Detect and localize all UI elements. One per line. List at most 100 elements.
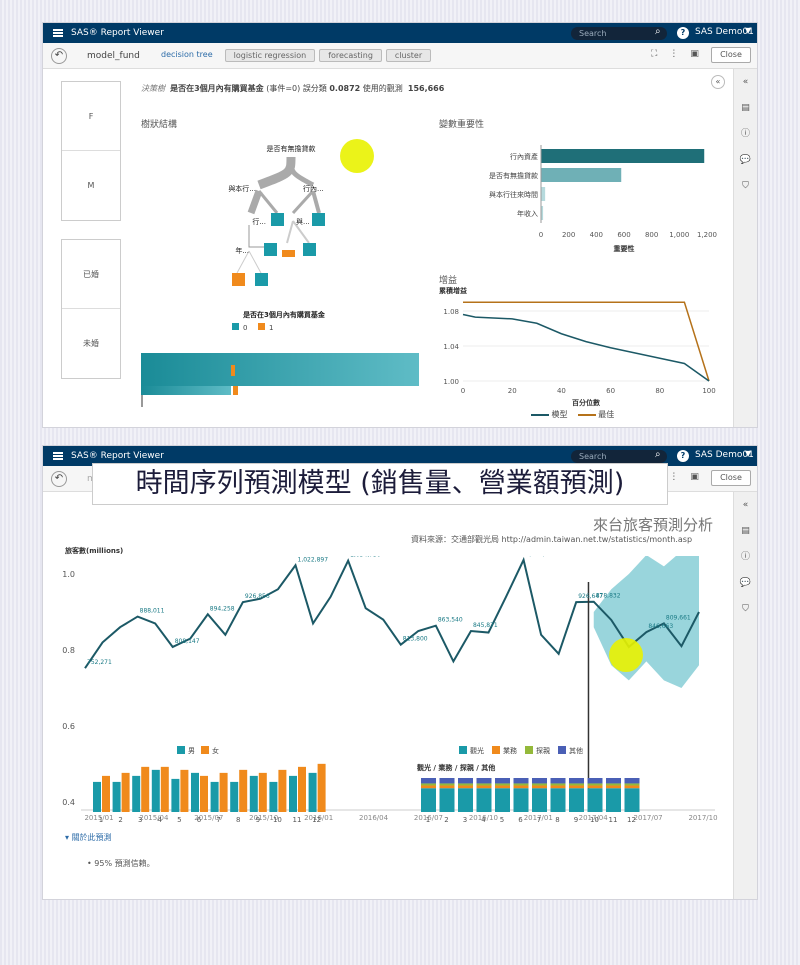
x-tick: 2017/04: [579, 814, 609, 822]
month-tick: 3: [463, 816, 467, 824]
varimp-tick: 200: [562, 231, 575, 239]
bar-female: [102, 775, 110, 812]
lift-model-line: [462, 313, 710, 382]
point-label: 813,800: [403, 636, 428, 643]
info-icon[interactable]: ⓘ: [740, 129, 750, 139]
tree-leaf[interactable]: [264, 243, 277, 256]
marital-filter: 已婚 未婚: [61, 239, 121, 379]
tab-cluster[interactable]: cluster: [385, 49, 432, 62]
stacked-segment: [587, 788, 603, 812]
stacked-segment: [569, 785, 584, 789]
search-input[interactable]: Search: [571, 27, 667, 40]
stacked-segment: [624, 783, 640, 786]
chevron-down-icon[interactable]: ▼: [745, 449, 752, 458]
chevron-down-icon[interactable]: ▼: [745, 26, 752, 35]
month-tick: 11: [293, 816, 302, 824]
tree-leaf[interactable]: [232, 273, 245, 286]
report-toolbar: ↶ model_fund decision tree logistic regr…: [43, 43, 757, 69]
lift-xtick: 100: [702, 387, 715, 395]
collapse-right-icon[interactable]: «: [742, 500, 749, 510]
user-menu[interactable]: SAS Demo01: [695, 450, 754, 460]
stacked-segment: [476, 788, 492, 812]
details-item: • 95% 預測信賴。: [87, 859, 155, 868]
tab-forecasting[interactable]: forecasting: [319, 49, 382, 62]
back-button[interactable]: ↶: [51, 471, 67, 487]
stacked-segment: [495, 788, 510, 812]
fullscreen-icon[interactable]: ⛶: [651, 49, 658, 59]
varimp-bar: [541, 206, 544, 220]
stacked-segment: [587, 785, 603, 789]
tab-decision-tree[interactable]: decision tree: [161, 50, 213, 59]
tab-logistic-regression[interactable]: logistic regression: [224, 49, 316, 62]
lift-subtitle: 累積增益: [439, 286, 467, 295]
tree-leaf[interactable]: [312, 213, 325, 226]
hamburger-menu-icon[interactable]: [53, 451, 65, 461]
more-options-icon[interactable]: ⋮: [669, 472, 679, 482]
bar-female: [278, 769, 287, 812]
help-icon[interactable]: ?: [677, 27, 689, 39]
close-button[interactable]: Close: [711, 470, 751, 486]
tree-leaf[interactable]: [271, 213, 284, 226]
comment-icon[interactable]: 💬: [739, 155, 752, 165]
bar-male: [289, 775, 297, 812]
search-input[interactable]: Search: [571, 450, 667, 463]
help-icon[interactable]: ?: [677, 450, 689, 462]
filter-item-m[interactable]: M: [87, 181, 95, 190]
comments-icon[interactable]: ▣: [690, 472, 699, 482]
filter-item-f[interactable]: F: [62, 82, 120, 151]
bar-female: [317, 763, 326, 812]
collapse-pane-icon[interactable]: «: [711, 75, 725, 89]
search-icon[interactable]: ⌕: [655, 26, 661, 37]
bar-female: [121, 772, 130, 812]
legend-best: 最佳: [598, 410, 615, 419]
tree-leaf[interactable]: [282, 250, 295, 257]
month-tick: 2: [118, 816, 122, 824]
varimp-bar: [541, 168, 622, 182]
varimp-label: 行內資產: [510, 152, 538, 161]
stacked-segment: [513, 788, 529, 812]
bar-female: [141, 766, 150, 812]
legend-label: 1: [269, 324, 273, 332]
filter-item-single[interactable]: 未婚: [83, 339, 99, 348]
tree-leaf[interactable]: [303, 243, 316, 256]
forecast-details-toggle[interactable]: ▾ 關於此預測: [65, 833, 112, 842]
collapse-right-icon[interactable]: «: [742, 77, 749, 87]
search-icon[interactable]: ⌕: [655, 449, 661, 460]
stacked-segment: [476, 778, 492, 784]
varimp-tick: 400: [590, 231, 603, 239]
tree-leaf[interactable]: [255, 273, 268, 286]
month-tick: 7: [216, 816, 220, 824]
month-tick: 12: [312, 816, 321, 824]
legend-label-purpose: 業務: [503, 746, 517, 755]
stacked-segment: [421, 785, 436, 789]
bar-male: [249, 775, 258, 812]
comment-icon[interactable]: 💬: [739, 578, 752, 588]
close-button[interactable]: Close: [711, 47, 751, 63]
bar-male: [151, 769, 160, 812]
data-icon[interactable]: ▤: [741, 526, 750, 536]
filter-icon[interactable]: ⛉: [742, 181, 749, 191]
more-options-icon[interactable]: ⋮: [669, 49, 679, 59]
user-menu[interactable]: SAS Demo01: [695, 27, 754, 37]
x-tick: 2016/10: [469, 814, 498, 822]
y-tick: 1.0: [62, 570, 75, 579]
point-label: 1,037,098: [526, 556, 557, 558]
bar-male: [269, 781, 278, 812]
data-icon[interactable]: ▤: [741, 103, 750, 113]
stacked-segment: [439, 785, 455, 789]
filter-item-married[interactable]: 已婚: [62, 240, 120, 309]
stacked-segment: [458, 783, 473, 786]
purpose-title: 觀光 / 業務 / 探親 / 其他: [417, 763, 495, 772]
info-icon[interactable]: ⓘ: [740, 552, 750, 562]
point-label: 1,022,897: [298, 556, 329, 563]
comments-icon[interactable]: ▣: [690, 49, 699, 59]
month-tick: 1: [426, 816, 430, 824]
month-tick: 5: [500, 816, 504, 824]
hamburger-menu-icon[interactable]: [53, 28, 65, 38]
details-text: 95% 預測信賴。: [94, 859, 155, 868]
point-label: 878,832: [596, 593, 621, 600]
y-tick: 0.6: [62, 722, 75, 731]
app-title: SAS® Report Viewer: [71, 28, 164, 38]
back-button[interactable]: ↶: [51, 48, 67, 64]
filter-icon[interactable]: ⛉: [742, 604, 749, 614]
